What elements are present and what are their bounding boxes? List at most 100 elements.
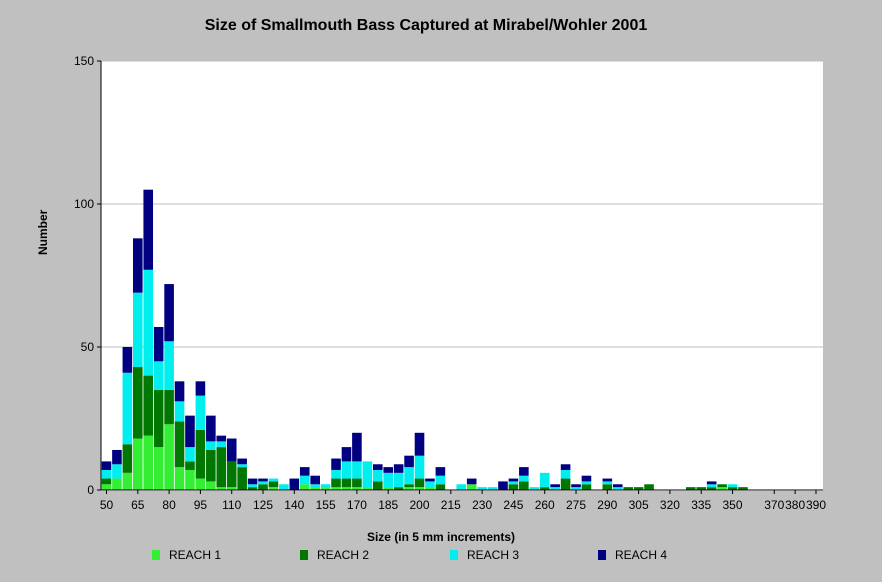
- bar-segment: [310, 484, 320, 488]
- x-tick-label: 80: [162, 498, 176, 512]
- bar-segment: [237, 467, 247, 490]
- bar-segment: [487, 487, 498, 490]
- bar-segment: [299, 467, 310, 476]
- bar-segment: [164, 424, 174, 490]
- bar-segment: [404, 484, 414, 488]
- bar-segment: [143, 375, 154, 436]
- plot-background: [101, 61, 823, 491]
- bar-segment: [393, 472, 404, 488]
- bar-segment: [174, 381, 185, 402]
- bar-segment: [717, 484, 727, 488]
- bar-segment: [539, 487, 550, 490]
- bar-segment: [226, 487, 237, 490]
- bar-segment: [206, 449, 216, 482]
- bar-segment: [644, 484, 654, 490]
- bar-segment: [519, 475, 529, 482]
- bar-segment: [122, 347, 133, 373]
- bar-segment: [550, 487, 560, 490]
- x-tick-label: 380: [785, 498, 805, 512]
- bar-segment: [571, 487, 581, 490]
- bar-segment: [352, 478, 362, 488]
- bar-segment: [101, 484, 112, 490]
- x-tick-label: 350: [723, 498, 743, 512]
- bar-segment: [164, 284, 174, 342]
- legend-label: REACH 2: [317, 548, 370, 562]
- bar-segment: [362, 487, 373, 490]
- bar-segment: [466, 484, 477, 490]
- bar-segment: [101, 478, 112, 485]
- bar-segment: [268, 478, 279, 482]
- bar-segment: [258, 478, 268, 482]
- bar-segment: [529, 487, 540, 490]
- bar-segment: [299, 484, 310, 490]
- bar-segment: [612, 484, 623, 488]
- bar-segment: [216, 435, 227, 442]
- bar-segment: [727, 487, 738, 490]
- bar-segment: [206, 415, 216, 442]
- bar-segment: [581, 475, 592, 482]
- bar-segment: [425, 481, 435, 488]
- bar-segment: [372, 469, 383, 482]
- bar-segment: [268, 487, 279, 490]
- x-tick-label: 370: [764, 498, 784, 512]
- x-tick-label: 390: [806, 498, 826, 512]
- bar-segment: [717, 487, 727, 490]
- x-tick-label: 185: [378, 498, 398, 512]
- legend-label: REACH 4: [615, 548, 668, 562]
- bar-segment: [237, 458, 247, 465]
- bar-segment: [195, 381, 206, 396]
- x-tick-label: 155: [316, 498, 336, 512]
- bar-segment: [216, 487, 227, 490]
- bar-segment: [237, 464, 247, 468]
- bar-segment: [633, 487, 644, 490]
- legend-swatch: [152, 550, 160, 560]
- bar-segment: [372, 481, 383, 490]
- x-tick-label: 290: [597, 498, 617, 512]
- bar-segment: [404, 487, 414, 490]
- bar-segment: [372, 464, 383, 470]
- bar-segment: [727, 484, 738, 488]
- legend-item-reach-3: REACH 3: [450, 548, 519, 562]
- bar-segment: [571, 484, 581, 488]
- bar-segment: [226, 438, 237, 462]
- bar-segment: [581, 481, 592, 485]
- x-tick-label: 305: [629, 498, 649, 512]
- bar-segment: [143, 435, 154, 490]
- bar-segment: [414, 487, 425, 490]
- legend-item-reach-1: REACH 1: [152, 548, 221, 562]
- bar-segment: [112, 464, 122, 479]
- x-tick-label: 95: [194, 498, 208, 512]
- bar-segment: [133, 367, 143, 439]
- legend-swatch: [450, 550, 458, 560]
- bar-segment: [466, 478, 477, 485]
- bar-segment: [435, 467, 446, 476]
- x-tick-label: 335: [691, 498, 711, 512]
- bar-segment: [738, 487, 748, 490]
- bar-segment: [320, 487, 331, 490]
- bar-segment: [247, 484, 258, 488]
- bar-segment: [299, 475, 310, 485]
- y-tick-label: 150: [74, 54, 94, 68]
- legend-item-reach-4: REACH 4: [598, 548, 667, 562]
- bar-segment: [195, 429, 206, 479]
- y-tick-label: 0: [87, 483, 94, 497]
- bar-segment: [498, 481, 508, 490]
- bar-segment: [352, 461, 362, 479]
- bar-segment: [414, 478, 425, 488]
- bar-segment: [112, 478, 122, 490]
- bar-segment: [310, 487, 320, 490]
- bar-segment: [352, 487, 362, 490]
- bar-segment: [185, 447, 195, 462]
- bar-segment: [258, 481, 268, 485]
- bar-segment: [101, 461, 112, 470]
- bar-segment: [247, 487, 258, 490]
- bar-segment: [268, 481, 279, 488]
- bar-segment: [393, 487, 404, 490]
- bar-segment: [185, 461, 195, 470]
- bar-segment: [331, 487, 341, 490]
- bar-segment: [133, 292, 143, 368]
- bar-segment: [112, 449, 122, 465]
- bar-segment: [185, 469, 195, 490]
- y-tick-label: 100: [74, 197, 94, 211]
